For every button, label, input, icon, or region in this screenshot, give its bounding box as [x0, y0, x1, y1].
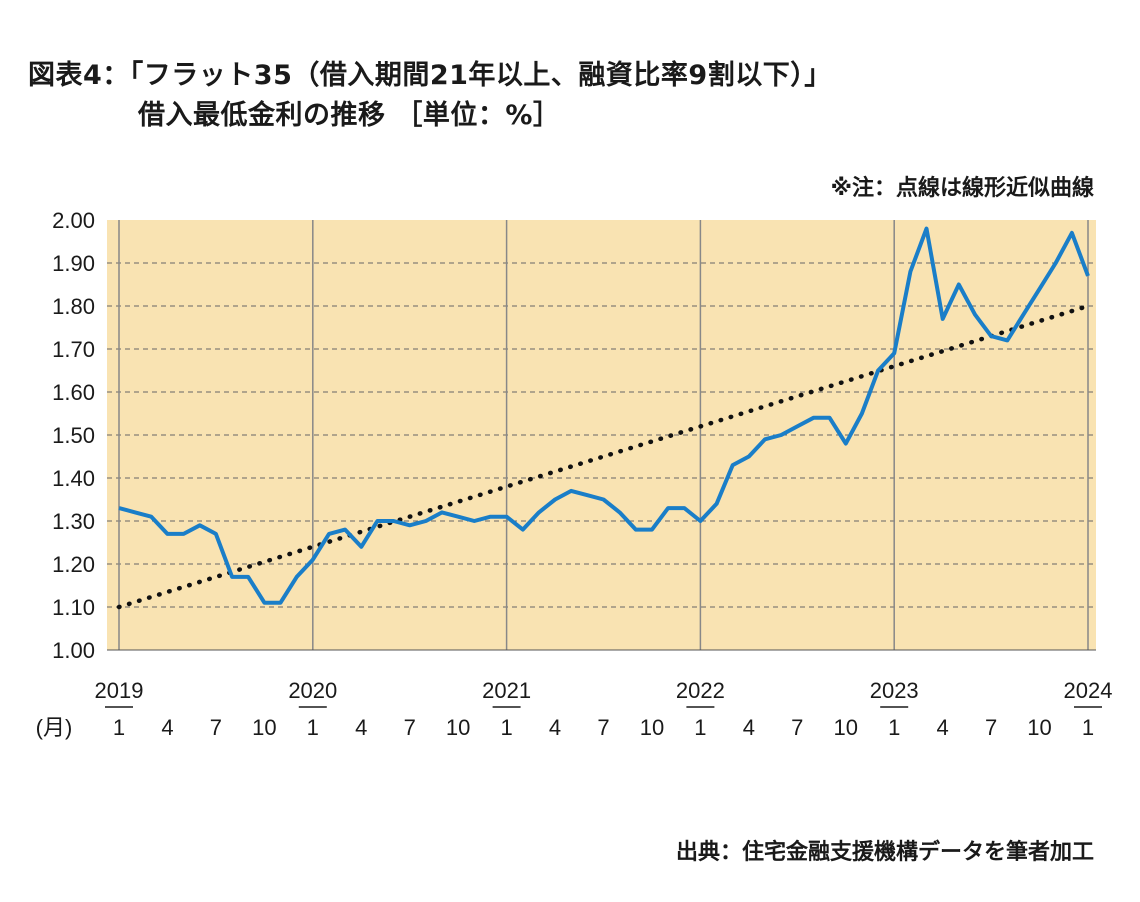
x-axis-ticks: 2019 2020 2021 2022 2023 2024 (月) 1 4 7 10 1 4 7 10 1 4 7…: [36, 649, 1113, 740]
month-label: 1: [500, 715, 512, 740]
month-label: 1: [694, 715, 706, 740]
y-tick-label: 2.00: [52, 208, 95, 233]
year-label: 2019: [95, 678, 144, 703]
year-label: 2024: [1064, 678, 1113, 703]
y-tick-label: 1.80: [52, 294, 95, 319]
trend-line-path: [116, 303, 1091, 610]
month-label: 4: [549, 715, 561, 740]
month-label: 10: [834, 715, 858, 740]
y-tick-label: 1.60: [52, 380, 95, 405]
month-label: 10: [252, 715, 276, 740]
month-label: 7: [404, 715, 416, 740]
month-label: 4: [355, 715, 367, 740]
month-label: 1: [307, 715, 319, 740]
month-label: 1: [113, 715, 125, 740]
y-axis-ticks: 2.00 1.90 1.80 1.70 1.60 1.50 1.40 1.30 1.20 1.10…: [52, 208, 95, 663]
month-label: 7: [210, 715, 222, 740]
month-label: 10: [1027, 715, 1051, 740]
y-tick-label: 1.20: [52, 552, 95, 577]
title-line-2: 借入最低金利の推移 ［単位：%］: [138, 100, 561, 131]
chart-title: 図表4：「フラット35（借入期間21年以上、融資比率9割以下）」 借入最低金利の…: [28, 56, 832, 136]
y-tick-label: 1.50: [52, 423, 95, 448]
y-tick-label: 1.00: [52, 638, 95, 663]
data-source: 出典：住宅金融支援機構データを筆者加工: [675, 840, 1094, 865]
gridlines: [107, 220, 1096, 650]
month-label: 1: [888, 715, 900, 740]
year-label: 2020: [288, 678, 337, 703]
trendline-note: ※注：点線は線形近似曲線: [830, 176, 1094, 201]
month-label: 4: [937, 715, 949, 740]
year-label: 2022: [676, 678, 725, 703]
rate-series-line: [118, 226, 1090, 605]
title-line-1: 図表4：「フラット35（借入期間21年以上、融資比率9割以下）」: [28, 60, 832, 91]
y-tick-label: 1.70: [52, 337, 95, 362]
year-label: 2021: [482, 678, 531, 703]
month-label: 1: [1082, 715, 1094, 740]
month-label: 7: [597, 715, 609, 740]
month-label: 4: [161, 715, 173, 740]
month-label: 4: [743, 715, 755, 740]
month-label: 7: [985, 715, 997, 740]
trend-line: [116, 303, 1091, 610]
month-label: 10: [640, 715, 664, 740]
year-label: 2023: [870, 678, 919, 703]
y-tick-label: 1.90: [52, 251, 95, 276]
y-tick-label: 1.10: [52, 595, 95, 620]
y-tick-label: 1.30: [52, 509, 95, 534]
month-label: 7: [791, 715, 803, 740]
month-axis-label: (月): [36, 715, 73, 740]
month-label: 10: [446, 715, 470, 740]
y-tick-label: 1.40: [52, 466, 95, 491]
